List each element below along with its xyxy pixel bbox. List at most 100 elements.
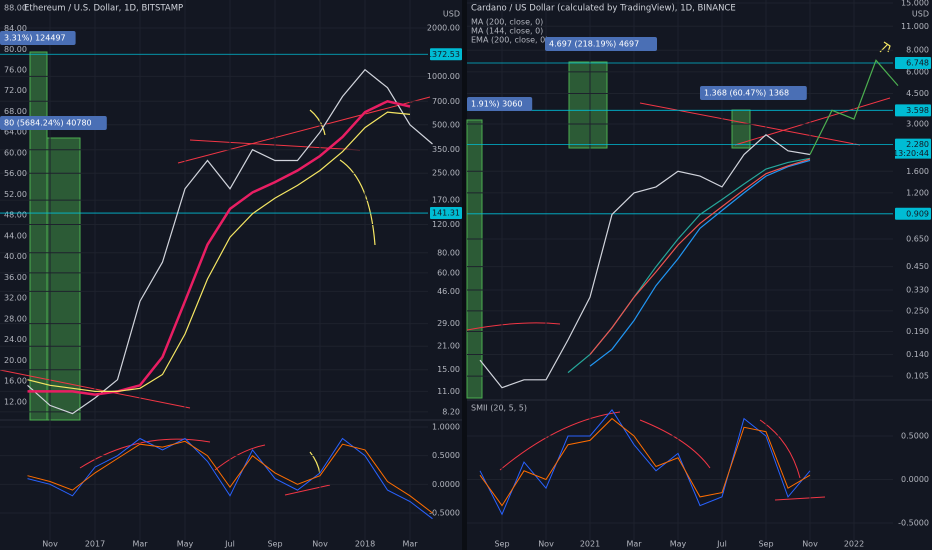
level-badge (895, 138, 931, 151)
y-tick-label: 2000.00 (427, 23, 460, 32)
indicator-title: SMII (20, 5, 5) (471, 404, 527, 413)
annotation-badge (700, 86, 807, 100)
y-tick-label: 8.000 (906, 46, 929, 55)
x-tick-label: 2018 (355, 540, 375, 549)
level-label: 3.598 (906, 106, 929, 115)
y-tick-label: 3.000 (906, 119, 929, 128)
x-tick-label: Sep (758, 540, 773, 549)
trend-arrow (759, 419, 801, 479)
annotation: 1.368 (60.47%) 1368 (704, 89, 789, 98)
trend-arrow (774, 496, 826, 501)
y-tick-label: 1.0000 (432, 422, 460, 431)
edge-tick-label: 80.00 (4, 45, 27, 54)
edge-tick-label: 84.00 (4, 24, 27, 33)
legend-entry: MA (200, close, 0) (471, 18, 543, 27)
trend-arrow (639, 419, 711, 469)
level-label: 2.280 (906, 140, 929, 149)
x-tick-label: 2017 (85, 540, 105, 549)
edge-tick-label: 40.00 (4, 252, 27, 261)
price-line (27, 68, 433, 415)
edge-tick-label: 64.00 (4, 128, 27, 137)
y-tick-label: 8.20 (442, 407, 460, 416)
y-tick-label: 0.190 (906, 327, 929, 336)
x-tick-label: 2021 (580, 540, 600, 549)
y-tick-label: 0.450 (906, 262, 929, 271)
trend-arrow (499, 411, 621, 471)
countdown: 13:20:44 (893, 149, 929, 158)
y-tick-label: 0.0000 (901, 475, 929, 484)
edge-tick-label: 44.00 (4, 231, 27, 240)
edge-tick-label: 16.00 (4, 377, 27, 386)
edge-tick-label: 48.00 (4, 211, 27, 220)
x-tick-label: May (177, 540, 194, 549)
y-tick-label: 500.00 (432, 120, 460, 129)
level-badge (895, 207, 931, 220)
edge-tick-label: 68.00 (4, 107, 27, 116)
price-line (589, 159, 811, 367)
price-line (27, 111, 411, 392)
trend-line (734, 97, 891, 146)
y-tick-label: -0.5000 (429, 508, 460, 517)
price-line (27, 440, 433, 514)
y-tick-label: 170.00 (432, 196, 460, 205)
edge-tick-label: 28.00 (4, 314, 27, 323)
chart-title: Ethereum / U.S. Dollar, 1D, BITSTAMP (24, 4, 183, 14)
arrow (339, 159, 376, 246)
level-badge (430, 207, 462, 220)
x-tick-label: Jul (224, 540, 235, 549)
x-tick-label: Mar (626, 540, 642, 549)
y-tick-label: 4.500 (906, 89, 929, 98)
y-tick-label: 0.140 (906, 350, 929, 359)
annotation-badge (0, 31, 76, 45)
y-tick-label: 21.00 (437, 342, 460, 351)
level-label: 141.31 (432, 209, 460, 218)
legend-entry: MA (144, close, 0) (471, 27, 543, 36)
x-tick-label: Sep (267, 540, 282, 549)
edge-tick-label: 24.00 (4, 335, 27, 344)
price-line (479, 417, 811, 507)
y-tick-label: 0.0000 (432, 480, 460, 489)
price-line (27, 437, 433, 520)
edge-tick-label: 60.00 (4, 148, 27, 157)
price-line (479, 134, 811, 389)
measure-box (568, 61, 608, 149)
trend-arrow (466, 322, 561, 331)
y-tick-label: 120.00 (432, 220, 460, 229)
price-line (589, 158, 811, 355)
trend-line (177, 96, 431, 164)
annotation-badge (0, 116, 107, 130)
chart-title: Cardano / US Dollar (calculated by Tradi… (471, 4, 736, 14)
y-tick-label: 11.00 (437, 387, 460, 396)
level-label: 0.909 (906, 209, 929, 218)
y-tick-label: 0.330 (906, 286, 929, 295)
edge-tick-label: 52.00 (4, 190, 27, 199)
measure-box (46, 137, 81, 421)
x-tick-label: May (670, 540, 687, 549)
y-tick-label: 1.200 (906, 188, 929, 197)
y-tick-label: 350.00 (432, 145, 460, 154)
y-tick-label: 80.00 (437, 248, 460, 257)
y-tick-label: 60.00 (437, 268, 460, 277)
edge-tick-label: 56.00 (4, 169, 27, 178)
edge-tick-label: 12.00 (4, 397, 27, 406)
measure-boxes (29, 51, 751, 421)
x-tick-label: Mar (132, 540, 148, 549)
level-badge (895, 57, 931, 70)
level-label: 6.748 (906, 59, 929, 68)
trend-arrow (79, 438, 211, 469)
y-tick-label: 0.105 (906, 372, 929, 381)
edge-tick-label: 36.00 (4, 273, 27, 282)
edge-tick-label: 72.00 (4, 86, 27, 95)
x-tick-label: Nov (538, 540, 554, 549)
y-tick-label: 1000.00 (427, 72, 460, 81)
edge-tick-label: 32.00 (4, 294, 27, 303)
x-tick-label: Mar (402, 540, 418, 549)
y-tick-label: 46.00 (437, 287, 460, 296)
y-tick-label: 15.000 (901, 0, 929, 7)
y-tick-label: 700.00 (432, 97, 460, 106)
y-tick-label: -0.5000 (898, 519, 929, 528)
annotation-badge (467, 97, 533, 111)
annotation: 3.31%) 124497 (4, 34, 66, 43)
y-tick-label: 0.250 (906, 306, 929, 315)
